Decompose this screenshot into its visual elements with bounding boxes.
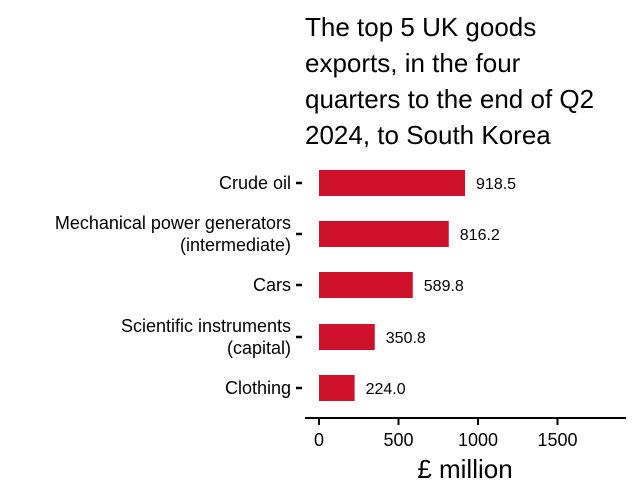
value-label: 918.5 <box>476 176 516 193</box>
category-label-line: Clothing <box>225 378 291 398</box>
category-label: Cars <box>253 275 291 295</box>
chart-title-line: quarters to the end of Q2 <box>305 84 594 114</box>
category-label: Mechanical power generators (intermediate… <box>55 213 291 255</box>
category-label-line: (capital) <box>227 338 291 358</box>
bar <box>319 324 375 350</box>
x-tick-label: 500 <box>383 430 413 450</box>
category-label-line: (intermediate) <box>180 235 291 255</box>
x-tick-label: 1000 <box>458 430 498 450</box>
chart-title-line: 2024, to South Korea <box>305 120 551 150</box>
bar <box>319 170 466 196</box>
chart-title-line: exports, in the four <box>305 48 521 78</box>
value-label: 350.8 <box>386 330 426 347</box>
category-label-line: Crude oil <box>219 173 291 193</box>
x-tick-label: 1500 <box>537 430 577 450</box>
bar <box>319 272 413 298</box>
value-labels: 918.5 816.2 589.8 350.8 224.0 <box>366 176 517 398</box>
bar <box>319 221 449 247</box>
chart-title: The top 5 UK goods exports, in the four qu… <box>305 12 594 150</box>
value-label: 816.2 <box>460 227 500 244</box>
category-label-line: Scientific instruments <box>121 316 291 336</box>
value-label: 224.0 <box>366 381 406 398</box>
category-label: Crude oil <box>219 173 291 193</box>
bar <box>319 375 355 401</box>
value-label: 589.8 <box>424 278 464 295</box>
bars <box>319 170 466 401</box>
category-label: Clothing <box>225 378 291 398</box>
x-axis-label: £ million <box>417 454 512 480</box>
category-labels: Crude oil Mechanical power generators (int… <box>55 173 302 398</box>
category-label-line: Mechanical power generators <box>55 213 291 233</box>
category-label-line: Cars <box>253 275 291 295</box>
x-axis: 0 500 1000 1500 <box>305 417 626 450</box>
category-label: Scientific instruments (capital) <box>121 316 291 358</box>
chart-title-line: The top 5 UK goods <box>305 12 536 42</box>
x-tick-label: 0 <box>314 430 324 450</box>
